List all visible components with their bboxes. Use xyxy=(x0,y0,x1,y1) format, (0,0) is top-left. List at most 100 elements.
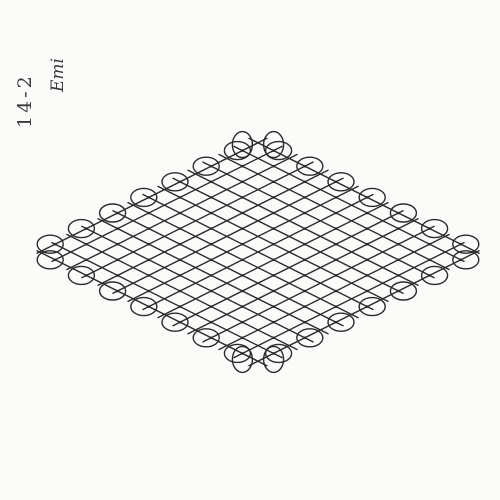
kolam-loop xyxy=(98,281,127,301)
kolam-dot xyxy=(116,258,119,262)
kolam-loop xyxy=(264,343,293,364)
kolam-loop xyxy=(161,312,189,332)
kolam-dot xyxy=(334,320,338,324)
kolam-loop xyxy=(192,328,220,348)
kolam-loop xyxy=(130,296,158,317)
kolam-loop xyxy=(327,312,355,332)
kolam-dot xyxy=(209,305,213,308)
kolam-loop xyxy=(231,345,254,374)
kolam-dot xyxy=(116,211,119,215)
kolam-dot xyxy=(147,289,151,293)
kolam-dot xyxy=(365,289,369,293)
kolam-loop xyxy=(420,265,449,286)
kolam-stroke xyxy=(218,233,450,351)
kolam-dot xyxy=(241,242,244,246)
kolam-dots xyxy=(53,149,463,355)
kolam-dot xyxy=(147,211,151,215)
kolam-dot xyxy=(303,258,307,262)
kolam-loop xyxy=(452,250,480,270)
kolam-loop xyxy=(296,156,324,176)
kolam-dot xyxy=(303,196,307,199)
kolam-dot xyxy=(272,352,275,355)
kolam-dot xyxy=(241,149,244,152)
kolam-loop xyxy=(358,187,386,208)
kolam-dot xyxy=(303,336,307,340)
kolam-dot xyxy=(116,289,119,293)
kolam-dot xyxy=(334,227,338,230)
kolam-dot xyxy=(334,196,338,199)
kolam-stroke xyxy=(233,145,465,263)
kolam-lines xyxy=(36,137,480,367)
kolam-loop xyxy=(452,234,480,254)
kolam-dot xyxy=(178,242,182,246)
kolam-loop xyxy=(262,345,285,374)
kolam-dot xyxy=(209,320,213,324)
kolam-dot xyxy=(272,320,275,324)
kolam-dot xyxy=(147,227,151,230)
kolam-loop xyxy=(130,187,158,208)
kolam-dot xyxy=(272,258,275,262)
kolam-loop xyxy=(36,234,64,254)
kolam-dot xyxy=(459,242,463,246)
kolam-dot xyxy=(241,196,244,199)
kolam-loop xyxy=(420,218,449,239)
kolam-dot xyxy=(428,258,431,262)
kolam-dot xyxy=(209,180,213,184)
kolam-dot xyxy=(209,196,213,199)
kolam-dot xyxy=(209,227,213,230)
kolam-dot xyxy=(397,289,400,293)
kolam-stroke xyxy=(97,218,329,335)
kolam-dot xyxy=(397,274,400,277)
kolam-dot xyxy=(209,274,213,277)
kolam-dot xyxy=(303,164,307,168)
kolam-dot xyxy=(272,196,275,199)
kolam-dot xyxy=(241,305,244,308)
kolam-dot xyxy=(303,305,307,308)
kolam-stroke xyxy=(248,249,480,367)
kolam-dot xyxy=(241,336,244,340)
kolam-loop xyxy=(98,203,127,223)
kolam-stroke xyxy=(142,193,374,311)
kolam-dot xyxy=(53,258,57,262)
kolam-dot xyxy=(147,274,151,277)
kolam-stroke xyxy=(66,153,298,271)
kolam-dot xyxy=(241,274,244,277)
kolam-dot xyxy=(116,274,119,277)
kolam-dot xyxy=(209,258,213,262)
kolam-dot xyxy=(272,242,275,246)
kolam-stroke xyxy=(97,169,329,286)
kolam-dot xyxy=(365,196,369,199)
kolam-stroke xyxy=(187,218,419,335)
kolam-loops xyxy=(36,130,480,374)
kolam-loop xyxy=(389,281,418,301)
kolam-loop xyxy=(161,172,189,192)
kolam-stroke xyxy=(112,209,344,327)
kolam-dot xyxy=(303,211,307,215)
kolam-dot xyxy=(303,180,307,184)
kolam-loop xyxy=(296,328,324,348)
kolam-loop xyxy=(223,343,252,364)
kolam-dot xyxy=(303,274,307,277)
kolam-dot xyxy=(241,289,244,293)
kolam-dot xyxy=(241,320,244,324)
kolam-dot xyxy=(241,258,244,262)
kolam-stroke xyxy=(172,177,404,294)
kolam-dot xyxy=(147,258,151,262)
kolam-dot xyxy=(116,242,119,246)
kolam-dot xyxy=(85,227,88,230)
kolam-dot xyxy=(397,227,400,230)
kolam-loop xyxy=(358,296,386,317)
kolam-dot xyxy=(178,289,182,293)
kolam-dot xyxy=(428,274,431,277)
kolam-dot xyxy=(303,227,307,230)
kolam-dot xyxy=(459,258,463,262)
kolam-dot xyxy=(365,211,369,215)
kolam-dot xyxy=(241,227,244,230)
kolam-stroke xyxy=(187,169,419,286)
kolam-dot xyxy=(272,289,275,293)
kolam-dot xyxy=(334,180,338,184)
kolam-dot xyxy=(334,211,338,215)
kolam-loop xyxy=(223,140,252,161)
kolam-dot xyxy=(365,274,369,277)
